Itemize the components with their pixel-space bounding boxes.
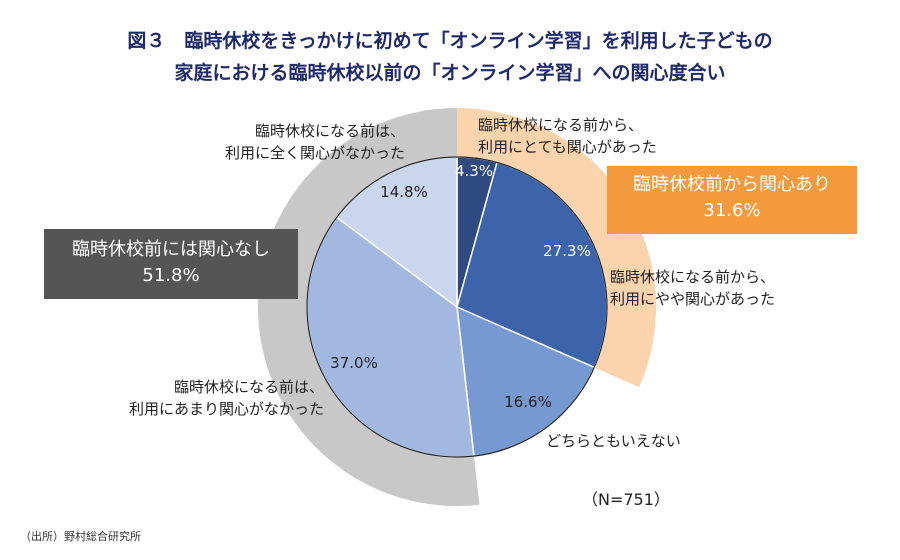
group-value: 31.6%: [703, 200, 761, 221]
slice-value-label-0: 4.3%: [455, 162, 493, 180]
group-box-not-interested: 臨時休校前には関心なし 51.8%: [44, 229, 298, 299]
slice-label-line: 利用にとても関心があった: [478, 138, 657, 156]
slice-value-label-3: 37.0%: [330, 354, 378, 372]
pie-outline: [306, 156, 608, 458]
group-value: 51.8%: [142, 265, 200, 286]
slice-value-label-2: 16.6%: [504, 393, 552, 411]
group-label: 臨時休校前から関心あり: [633, 174, 831, 195]
slice-label-neutral: どちらともいえない: [546, 430, 681, 452]
group-label: 臨時休校前には関心なし: [72, 239, 270, 260]
sample-size: （N=751）: [582, 490, 670, 509]
chart-title-line2: 家庭における臨時休校以前の「オンライン学習」への関心度合い: [174, 62, 726, 84]
chart-title-line1: 図３ 臨時休校をきっかけに初めて「オンライン学習」を利用した子どもの: [127, 30, 773, 52]
slice-label-line: 臨時休校になる前から、: [610, 268, 776, 286]
slice-value-label-1: 27.3%: [543, 242, 591, 260]
source-note: （出所）野村総合研究所: [20, 530, 141, 543]
slice-label-line: 利用にあまり関心がなかった: [128, 400, 324, 418]
slice-label-line: 臨時休校になる前から、: [478, 116, 644, 134]
slice-label-line: 臨時休校になる前は、: [173, 378, 324, 396]
slice-label-line: 臨時休校になる前は、: [254, 122, 405, 140]
slice-label-none: 臨時休校になる前は、 利用に全く関心がなかった: [220, 120, 405, 164]
slice-label-line: 利用にやや関心があった: [610, 290, 776, 308]
slice-label-line: 利用に全く関心がなかった: [224, 144, 405, 162]
slice-label-very: 臨時休校になる前から、 利用にとても関心があった: [478, 114, 657, 158]
slice-label-little: 臨時休校になる前は、 利用にあまり関心がなかった: [80, 376, 324, 420]
group-box-interested: 臨時休校前から関心あり 31.6%: [607, 166, 857, 234]
slice-label-somewhat: 臨時休校になる前から、 利用にやや関心があった: [610, 266, 775, 310]
slice-label-line: どちらともいえない: [546, 432, 681, 450]
slice-value-label-4: 14.8%: [380, 183, 428, 201]
